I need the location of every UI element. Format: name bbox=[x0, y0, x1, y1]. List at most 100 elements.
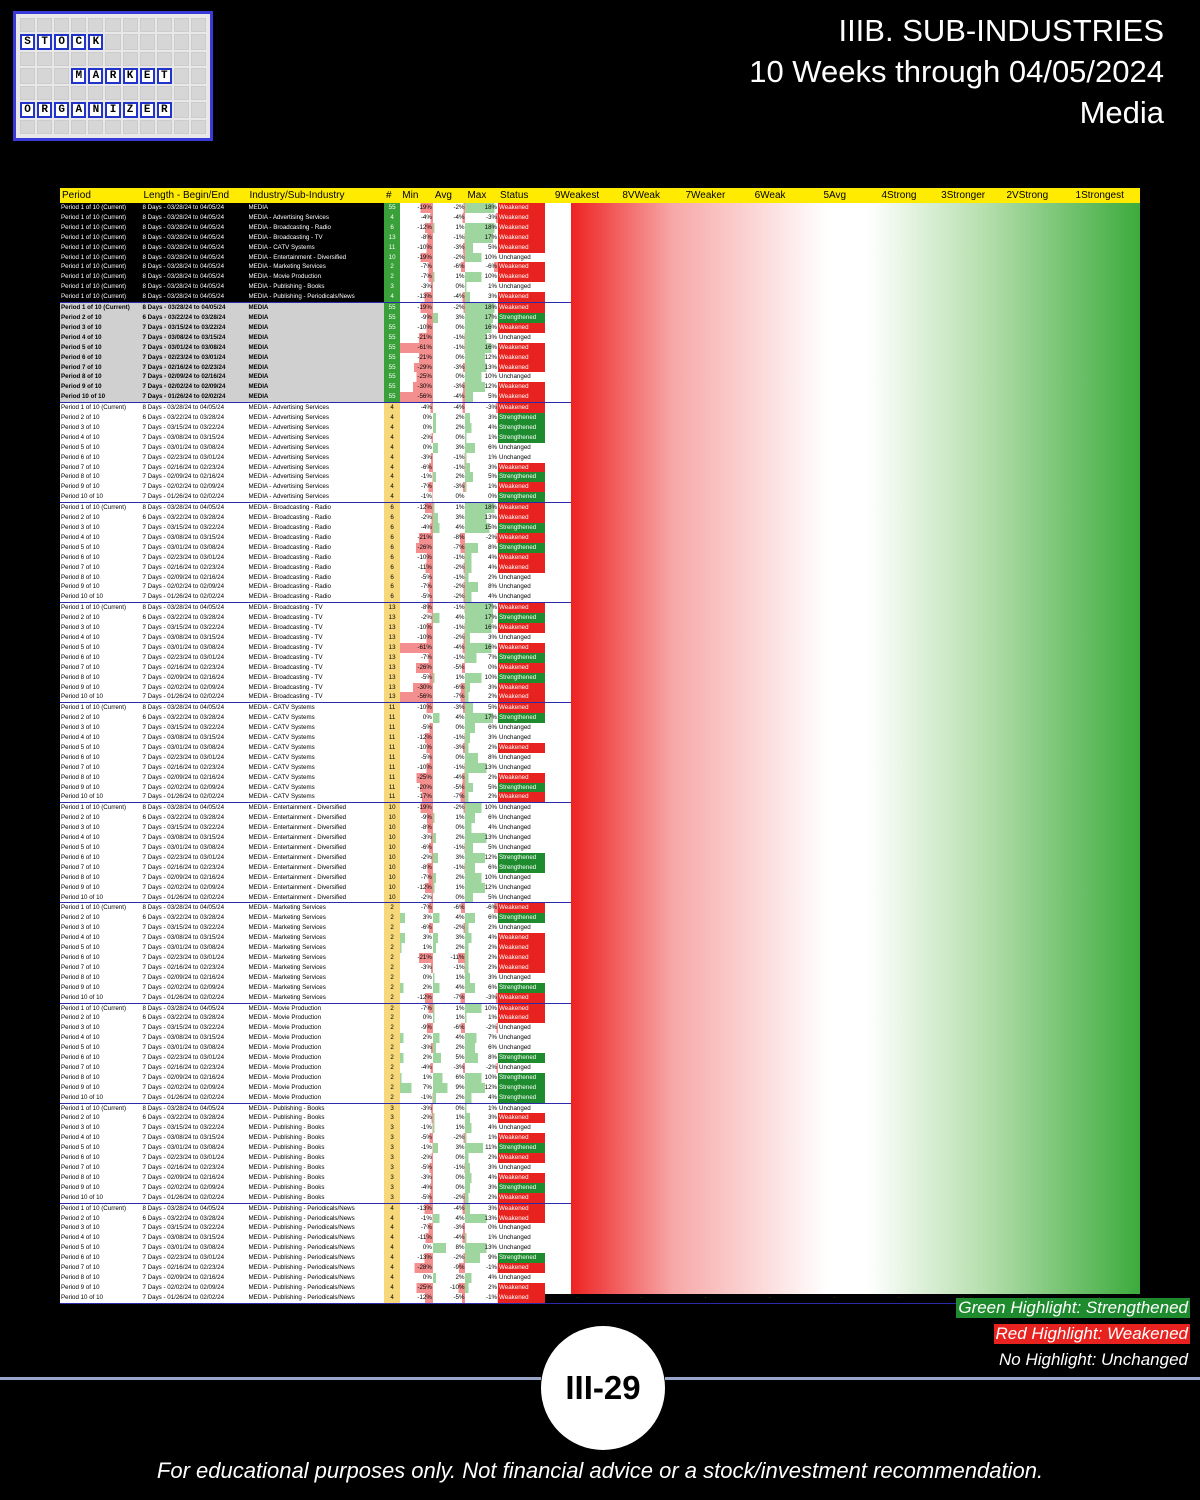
table-cell: 2 bbox=[383, 1033, 401, 1044]
table-cell: -1% bbox=[432, 862, 466, 873]
table-cell: -7% bbox=[400, 262, 433, 273]
logo-tile: T bbox=[156, 68, 172, 84]
table-cell: Period 1 of 10 (Current) bbox=[60, 902, 142, 914]
table-cell: 6 bbox=[383, 513, 401, 523]
table-cell: 3% bbox=[432, 442, 466, 453]
table-cell: -6% bbox=[432, 682, 466, 693]
table-cell: 0% bbox=[400, 972, 433, 983]
table-cell: 7 Days - 02/16/24 to 02/23/24 bbox=[141, 1163, 248, 1173]
table-cell: Period 3 of 10 bbox=[60, 1123, 142, 1134]
table-cell: Period 10 of 10 bbox=[60, 992, 142, 1003]
table-cell: 3% bbox=[465, 1203, 499, 1214]
rank-cell: · bbox=[704, 1293, 707, 1301]
table-cell: -19% bbox=[400, 252, 433, 263]
table-cell: MEDIA - Entertainment - Diversified bbox=[247, 843, 384, 853]
table-cell: 7 Days - 03/08/24 to 03/15/24 bbox=[141, 532, 248, 543]
logo-tile bbox=[88, 120, 104, 134]
table-cell: MEDIA - Broadcasting - Radio bbox=[247, 532, 384, 543]
column-header: Min bbox=[402, 190, 419, 201]
table-cell: 10% bbox=[465, 272, 499, 283]
table-cell: 0% bbox=[400, 1272, 433, 1283]
table-cell: MEDIA - Marketing Services bbox=[247, 933, 384, 944]
table-cell: 11 bbox=[383, 702, 401, 714]
table-cell: 10% bbox=[465, 872, 499, 883]
table-cell: 2 bbox=[383, 272, 401, 283]
logo-tile bbox=[37, 18, 53, 32]
table-cell: 7 Days - 03/01/24 to 03/08/24 bbox=[141, 442, 248, 453]
table-cell: -7% bbox=[400, 482, 433, 493]
table-cell: Unchanged bbox=[498, 823, 545, 834]
table-cell: 10 bbox=[383, 843, 401, 853]
logo-tile bbox=[139, 34, 155, 50]
logo-tile: C bbox=[71, 34, 87, 50]
table-cell: 4 bbox=[383, 292, 401, 303]
table-row: Period 3 of 10 7 Days - 03/15/24 to 03/22… bbox=[60, 1123, 1140, 1134]
table-cell: -7% bbox=[400, 272, 433, 283]
table-cell: -1% bbox=[432, 733, 466, 743]
table-cell: 7% bbox=[465, 1033, 499, 1044]
table-cell: -1% bbox=[400, 1123, 433, 1134]
logo-tile bbox=[54, 86, 70, 100]
table-cell: 13% bbox=[465, 1213, 499, 1224]
table-cell: 6 bbox=[383, 542, 401, 553]
table-cell: Weakened bbox=[498, 352, 545, 363]
table-cell: 7 Days - 03/08/24 to 03/15/24 bbox=[141, 432, 248, 443]
table-cell: Unchanged bbox=[498, 733, 545, 743]
table-cell: Period 2 of 10 bbox=[60, 913, 142, 924]
table-cell: Period 8 of 10 bbox=[60, 972, 142, 983]
table-cell: Weakened bbox=[498, 992, 545, 1003]
table-row: Period 1 of 10 (Current) 8 Days - 03/28/2… bbox=[60, 262, 1140, 273]
table-cell: 4 bbox=[383, 1292, 401, 1304]
table-cell: MEDIA - Publishing - Periodicals/News bbox=[247, 1282, 384, 1293]
table-cell: 13 bbox=[383, 642, 401, 653]
table-cell: MEDIA - Broadcasting - Radio bbox=[247, 502, 384, 514]
column-header: 6Weak bbox=[754, 190, 786, 201]
table-cell: Period 8 of 10 bbox=[60, 772, 142, 783]
table-cell: 10% bbox=[465, 672, 499, 683]
table-cell: 10% bbox=[465, 802, 499, 814]
table-cell: Period 2 of 10 bbox=[60, 513, 142, 523]
table-row: Period 3 of 10 7 Days - 03/15/24 to 03/22… bbox=[60, 723, 1140, 734]
table-cell: 3% bbox=[465, 1113, 499, 1124]
table-cell: 1% bbox=[400, 1072, 433, 1083]
table-cell: Weakened bbox=[498, 382, 545, 393]
table-cell: -1% bbox=[432, 342, 466, 353]
table-row: Period 7 of 10 7 Days - 02/16/24 to 02/23… bbox=[60, 1062, 1140, 1073]
table-cell: Period 3 of 10 bbox=[60, 1223, 142, 1234]
table-cell: 1% bbox=[465, 1013, 499, 1024]
table-cell: Period 1 of 10 (Current) bbox=[60, 272, 142, 283]
table-cell: 7 Days - 03/15/24 to 03/22/24 bbox=[141, 923, 248, 934]
table-cell: 13 bbox=[383, 602, 401, 614]
table-cell: Period 8 of 10 bbox=[60, 872, 142, 883]
logo-tile: Z bbox=[122, 102, 138, 118]
table-cell: -3% bbox=[400, 833, 433, 843]
table-cell: 5% bbox=[465, 242, 499, 253]
table-cell: 3 bbox=[383, 1133, 401, 1144]
table-cell: Weakened bbox=[498, 702, 545, 714]
table-cell: 13% bbox=[465, 833, 499, 843]
table-cell: Unchanged bbox=[498, 1033, 545, 1044]
table-cell: MEDIA - Broadcasting - Radio bbox=[247, 523, 384, 533]
table-cell: MEDIA - Movie Production bbox=[247, 1082, 384, 1093]
table-cell: 2% bbox=[432, 1043, 466, 1054]
table-cell: MEDIA - CATV Systems bbox=[247, 792, 384, 803]
table-cell: Weakened bbox=[498, 943, 545, 953]
table-cell: -1% bbox=[432, 623, 466, 633]
table-cell: Weakened bbox=[498, 1113, 545, 1124]
logo-tile: E bbox=[139, 68, 155, 84]
table-row: Period 7 of 10 7 Days - 02/16/24 to 02/23… bbox=[60, 562, 1140, 573]
table-cell: 13 bbox=[383, 632, 401, 643]
table-cell: Weakened bbox=[498, 1172, 545, 1183]
table-cell: MEDIA - Broadcasting - TV bbox=[247, 623, 384, 633]
table-cell: 6% bbox=[465, 913, 499, 924]
table-cell: 3 bbox=[383, 1143, 401, 1154]
table-cell: MEDIA - CATV Systems bbox=[247, 752, 384, 763]
table-cell: 10 bbox=[383, 882, 401, 893]
table-cell: 10% bbox=[465, 252, 499, 263]
table-cell: 2 bbox=[383, 1043, 401, 1054]
table-cell: Period 7 of 10 bbox=[60, 1062, 142, 1073]
logo-tile bbox=[156, 52, 172, 66]
table-cell: 2 bbox=[383, 1082, 401, 1093]
table-cell: -13% bbox=[400, 1253, 433, 1264]
table-cell: -2% bbox=[400, 432, 433, 443]
